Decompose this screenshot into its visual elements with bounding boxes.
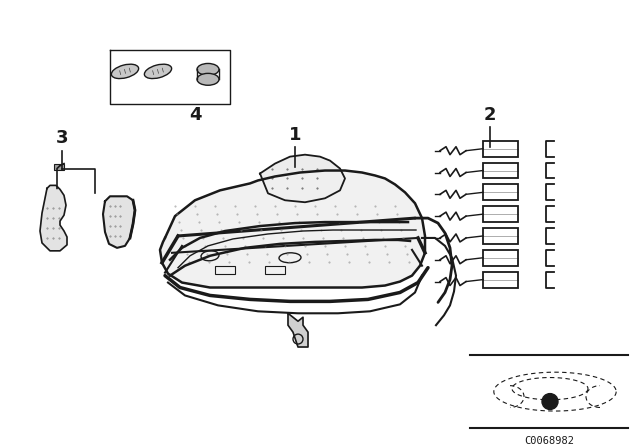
Polygon shape [260,155,345,202]
Circle shape [542,394,558,409]
Text: 2: 2 [484,106,496,124]
Ellipse shape [197,64,219,75]
Ellipse shape [197,73,219,85]
Bar [483,163,518,178]
Ellipse shape [145,64,172,78]
Text: C0068982: C0068982 [524,436,574,446]
Bar [215,266,235,274]
Text: 3: 3 [56,129,68,147]
Text: 4: 4 [189,106,201,124]
Bar [265,266,285,274]
Ellipse shape [111,64,139,78]
Bar [483,185,518,200]
Polygon shape [40,185,67,251]
Bar [54,164,64,169]
Bar [483,228,518,244]
Polygon shape [288,313,308,347]
Bar [483,141,518,157]
Polygon shape [160,171,425,288]
Bar [483,250,518,266]
Text: 1: 1 [289,126,301,144]
Bar [483,206,518,222]
Bar [483,271,518,288]
Polygon shape [103,196,135,248]
